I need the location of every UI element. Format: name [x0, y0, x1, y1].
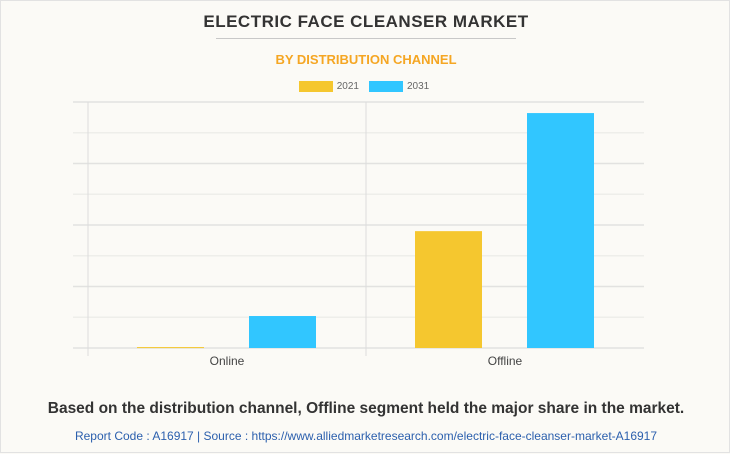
x-tick-label: Online	[210, 354, 245, 368]
legend: 2021 2031	[1, 81, 730, 92]
chart-title: ELECTRIC FACE CLEANSER MARKET	[203, 12, 529, 31]
source-line: Report Code : A16917 | Source : https://…	[74, 429, 658, 443]
bar-online-2031	[249, 316, 316, 348]
bar-online-2021	[137, 347, 204, 349]
bar-offline-2021	[415, 231, 482, 348]
title-divider	[216, 38, 516, 39]
legend-item-2021[interactable]: 2021	[298, 81, 359, 92]
footer-statement: Based on the distribution channel, Offli…	[47, 400, 685, 417]
legend-label: 2021	[336, 81, 359, 92]
x-tick-label: Offline	[488, 354, 523, 368]
legend-label: 2031	[407, 81, 430, 92]
legend-item-2031[interactable]: 2031	[369, 81, 429, 92]
chart-subtitle: BY DISTRIBUTION CHANNEL	[275, 52, 457, 67]
bar-offline-2031	[527, 113, 594, 348]
legend-swatch	[298, 81, 333, 92]
legend-swatch	[369, 81, 403, 92]
